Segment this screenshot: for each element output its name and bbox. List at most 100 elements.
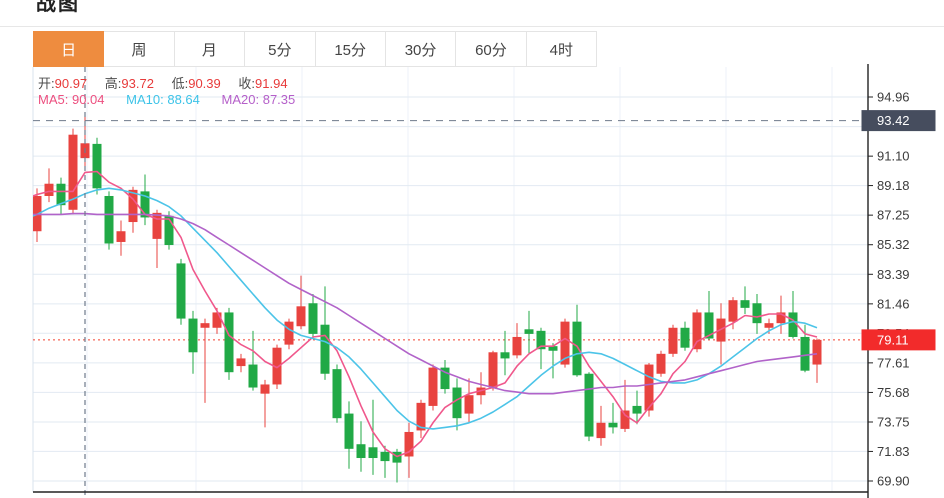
- candle-body: [632, 405, 642, 414]
- candle-body: [728, 300, 738, 322]
- tab-15min[interactable]: 15分: [315, 31, 386, 67]
- candle[interactable]: [248, 330, 258, 391]
- candle[interactable]: [176, 258, 186, 325]
- candle[interactable]: [296, 275, 306, 330]
- candle[interactable]: [416, 399, 426, 439]
- candle-body: [584, 373, 594, 437]
- candle[interactable]: [404, 422, 414, 478]
- candle[interactable]: [512, 323, 522, 359]
- period-tabbar: 日 周 月 5分 15分 30分 60分 4时: [33, 31, 597, 67]
- candle-body: [260, 384, 270, 394]
- candle-body: [308, 303, 318, 334]
- candle[interactable]: [812, 338, 822, 383]
- y-tick-label: 87.25: [877, 208, 910, 223]
- candle-body: [644, 364, 654, 411]
- candle[interactable]: [560, 318, 570, 368]
- candle[interactable]: [128, 186, 138, 233]
- candle[interactable]: [596, 405, 606, 446]
- candle[interactable]: [668, 324, 678, 357]
- candle[interactable]: [368, 399, 378, 475]
- candle[interactable]: [104, 191, 114, 250]
- candle[interactable]: [584, 372, 594, 442]
- candle[interactable]: [356, 421, 366, 472]
- candle[interactable]: [224, 307, 234, 380]
- candle[interactable]: [536, 327, 546, 370]
- tab-4hour[interactable]: 4时: [526, 31, 597, 67]
- candle[interactable]: [68, 128, 78, 215]
- candle-body: [428, 367, 438, 406]
- candle[interactable]: [200, 318, 210, 403]
- candle[interactable]: [56, 177, 66, 215]
- candle[interactable]: [260, 379, 270, 428]
- ma20-value: 87.35: [262, 92, 296, 107]
- candle-body: [92, 143, 102, 189]
- candle[interactable]: [44, 168, 54, 203]
- close-label: 收:: [238, 76, 256, 91]
- candle-body: [572, 321, 582, 376]
- candle[interactable]: [716, 303, 726, 365]
- candle-body: [776, 312, 786, 324]
- candle-body: [380, 451, 390, 462]
- candle[interactable]: [704, 290, 714, 341]
- candle[interactable]: [116, 220, 126, 256]
- candle[interactable]: [380, 445, 390, 478]
- candle[interactable]: [452, 378, 462, 431]
- candle[interactable]: [440, 359, 450, 394]
- candle[interactable]: [524, 310, 534, 354]
- tab-60min[interactable]: 60分: [456, 31, 527, 67]
- y-tick-label: 85.32: [877, 237, 910, 252]
- candle[interactable]: [92, 137, 102, 195]
- candle[interactable]: [236, 353, 246, 373]
- candle[interactable]: [500, 330, 510, 376]
- candle[interactable]: [800, 324, 810, 373]
- candle[interactable]: [572, 304, 582, 377]
- ma20-line: [33, 212, 818, 395]
- candle[interactable]: [752, 294, 762, 334]
- tab-5min[interactable]: 5分: [245, 31, 316, 67]
- candle-body: [512, 336, 522, 356]
- candle-body: [788, 312, 798, 337]
- y-tick-label: 89.18: [877, 178, 910, 193]
- candle-body: [224, 312, 234, 373]
- ohlc-readout: 开:90.97 高:93.72 低:90.39 收:91.94: [38, 73, 302, 92]
- tab-30min[interactable]: 30分: [385, 31, 457, 67]
- candle[interactable]: [692, 309, 702, 353]
- candle[interactable]: [188, 310, 198, 374]
- y-tick-label: 81.46: [877, 296, 910, 311]
- candle[interactable]: [632, 390, 642, 425]
- candle-body: [500, 352, 510, 359]
- tab-week[interactable]: 周: [104, 31, 175, 67]
- tab-day[interactable]: 日: [33, 31, 105, 67]
- candle-body: [668, 327, 678, 354]
- ma10-label: MA10:: [126, 92, 164, 107]
- candle[interactable]: [428, 364, 438, 411]
- y-tick-label: 69.90: [877, 474, 910, 489]
- candle[interactable]: [344, 401, 354, 469]
- candle[interactable]: [656, 350, 666, 377]
- candle-body: [416, 402, 426, 431]
- candle-body: [164, 215, 174, 246]
- candle[interactable]: [21, 228, 30, 265]
- candle[interactable]: [740, 286, 750, 314]
- candle[interactable]: [332, 364, 342, 423]
- svg-text:79.11: 79.11: [877, 332, 909, 347]
- candle-body: [524, 329, 534, 334]
- candle[interactable]: [464, 378, 474, 423]
- candle[interactable]: [548, 343, 558, 379]
- candle[interactable]: [164, 211, 174, 250]
- tab-month[interactable]: 月: [174, 31, 246, 67]
- candle[interactable]: [788, 290, 798, 339]
- candle-body: [140, 191, 150, 218]
- candle[interactable]: [476, 372, 486, 405]
- candle[interactable]: [140, 174, 150, 226]
- candle[interactable]: [488, 350, 498, 391]
- candle[interactable]: [680, 321, 690, 351]
- candle[interactable]: [284, 318, 294, 350]
- candle[interactable]: [608, 402, 618, 434]
- open-value: 90.97: [54, 76, 88, 91]
- candle[interactable]: [620, 379, 630, 432]
- candle-body: [596, 422, 606, 439]
- page-header: 战图: [0, 0, 944, 27]
- candle[interactable]: [308, 294, 318, 339]
